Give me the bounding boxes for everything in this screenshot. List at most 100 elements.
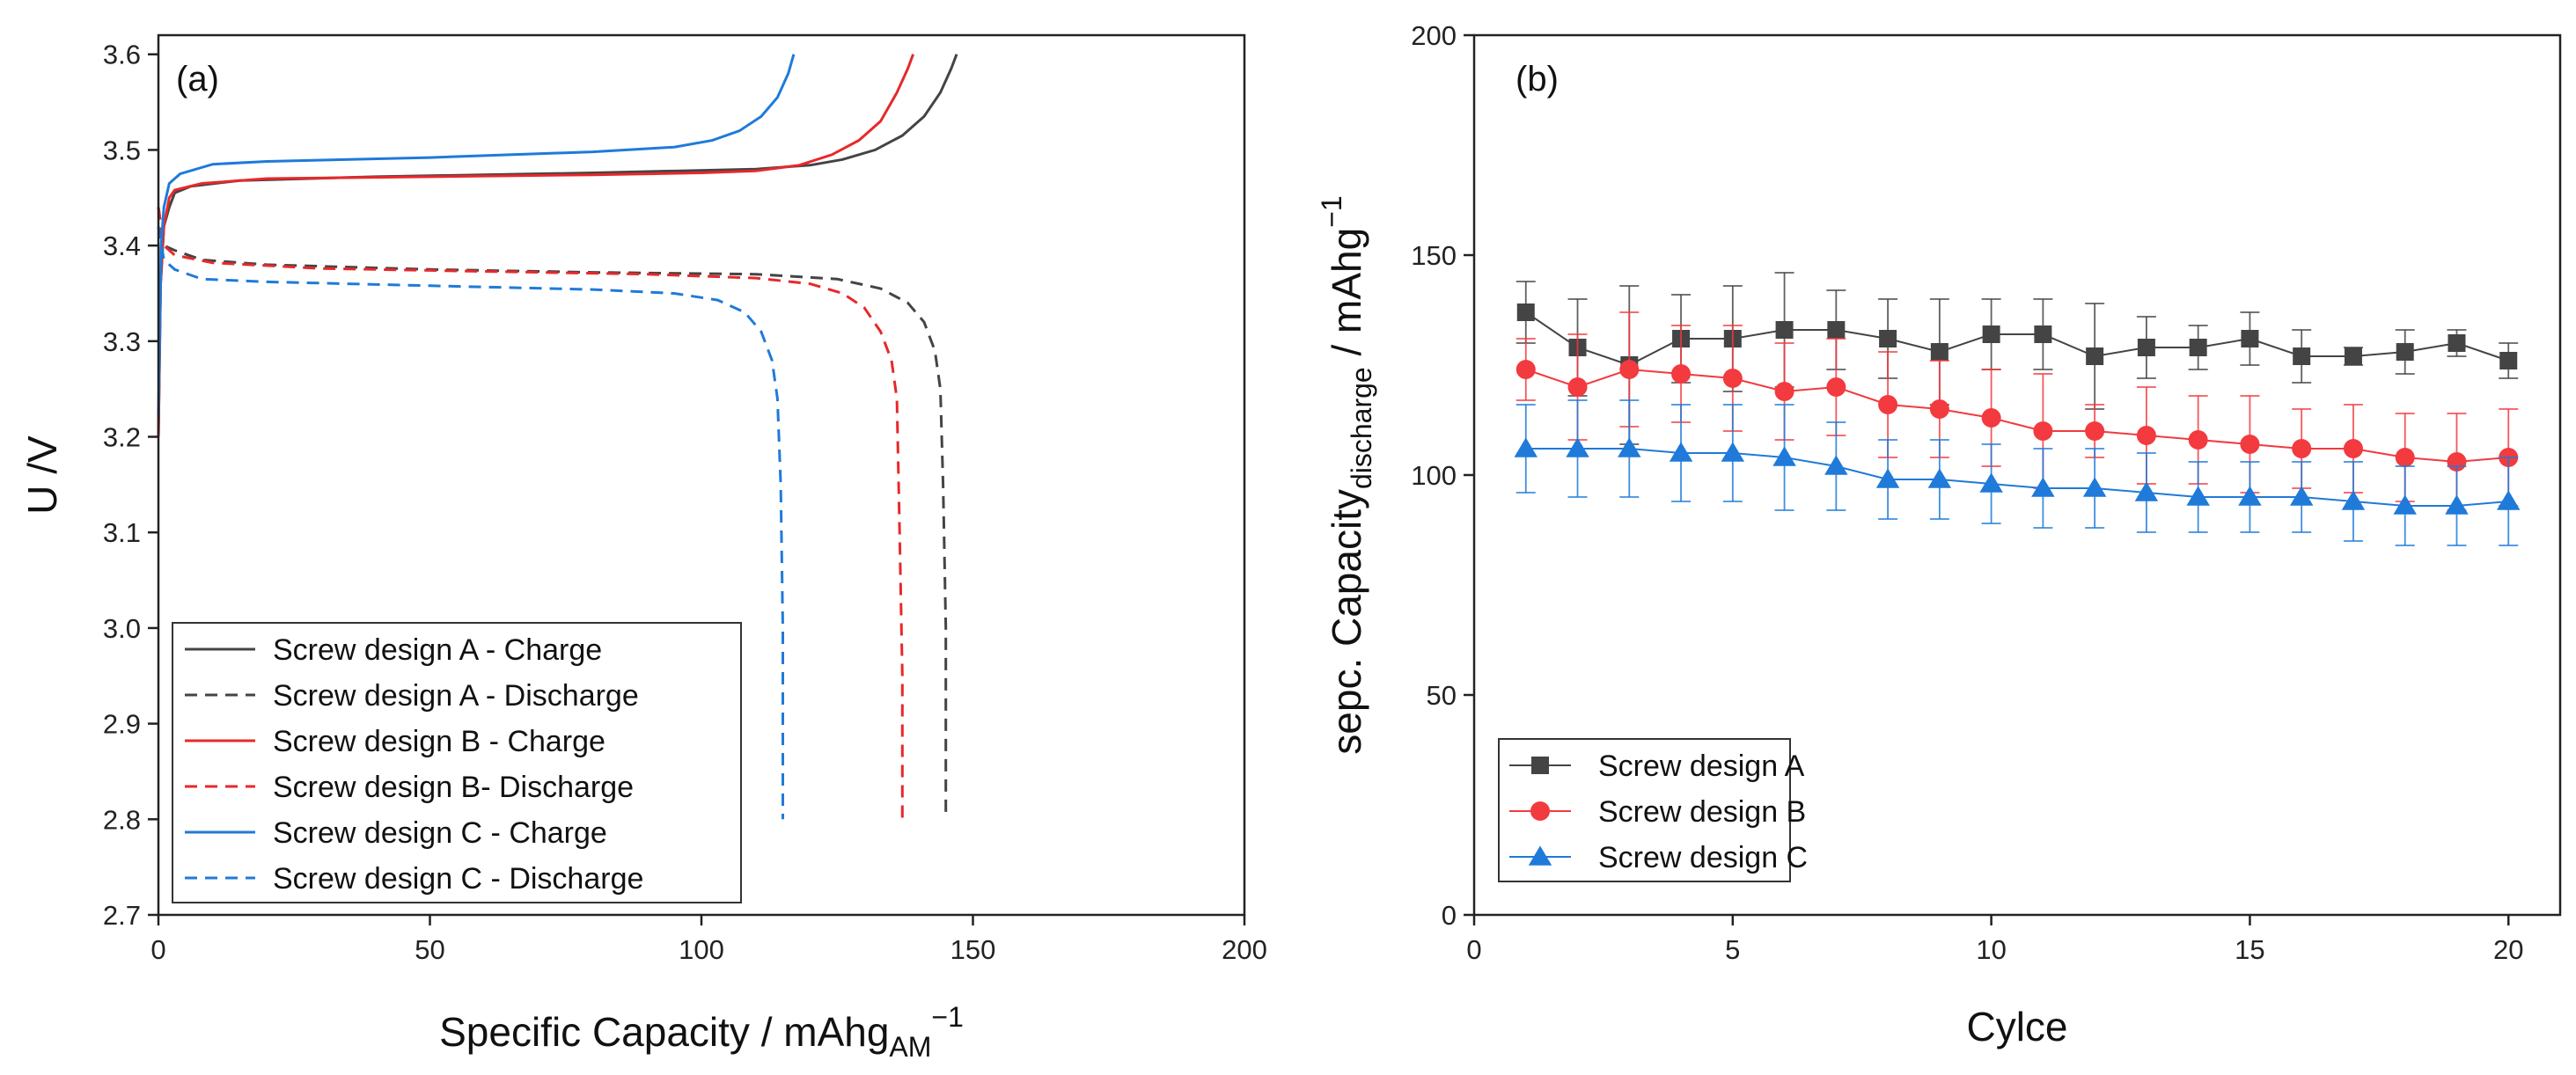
panel-a-ytick-label: 2.7	[103, 900, 141, 931]
panel-b-point	[1875, 468, 1900, 488]
panel-b-point	[2395, 448, 2415, 467]
panel-b-point	[2241, 330, 2259, 347]
panel-a: 0 50 100 150 200 2.7 2.8 2.9 3.0 3.1 3.2 3.3 3.4 3.5 3…	[19, 33, 1267, 1063]
panel-b-point	[2344, 347, 2362, 365]
panel-b-point	[2292, 439, 2312, 458]
panel-b-point	[1516, 360, 1536, 379]
panel-b-point	[2497, 490, 2521, 510]
panel-a-series-line-4	[157, 207, 904, 820]
panel-a-ytick-label: 3.6	[103, 40, 141, 70]
panel-b-point	[1981, 408, 2001, 428]
panel-b-point	[2396, 343, 2414, 361]
panel-b-label: (b)	[1516, 60, 1559, 99]
panel-b-point	[2134, 481, 2159, 501]
panel-a-ytick-label: 2.9	[103, 709, 141, 740]
panel-b-point	[2086, 347, 2104, 365]
panel-b-xtick-label: 15	[2235, 934, 2264, 965]
panel-b-point	[2289, 486, 2314, 506]
panel-b-point	[1721, 442, 1745, 462]
panel-a-legend-box	[172, 622, 742, 903]
panel-b-point	[1878, 395, 1898, 414]
panel-b-legend-swatch-marker	[1528, 845, 1552, 866]
panel-a-legend-label: Screw design C - Discharge	[273, 862, 643, 896]
panel-b-point	[1775, 321, 1794, 339]
panel-b-xtick-label: 0	[1466, 934, 1481, 965]
panel-a-legend-label: Screw design A - Charge	[273, 633, 602, 667]
panel-b-point	[2188, 430, 2208, 450]
panel-b-point	[2186, 486, 2210, 506]
panel-b-xlabel: Cylce	[1966, 1004, 2067, 1049]
panel-b-point	[2393, 494, 2417, 515]
panel-b-point	[2293, 347, 2311, 365]
panel-a-xtick-label: 200	[1222, 934, 1267, 965]
panel-a-legend-label: Screw design C - Charge	[273, 816, 607, 850]
panel-b-legend-swatch-marker	[1531, 757, 1549, 774]
panel-b-point	[1930, 343, 1949, 361]
panel-a-xtick-label: 0	[150, 934, 165, 965]
panel-b-xtick-label: 5	[1725, 934, 1740, 965]
panel-b-point	[1879, 330, 1897, 347]
panel-b-xtick-label: 20	[2493, 934, 2523, 965]
panel-a-series-line-3	[157, 54, 915, 437]
panel-a-series-line-2	[157, 207, 948, 820]
panel-a-xtick-label: 150	[950, 934, 996, 965]
panel-a-legend-label: Screw design B- Discharge	[273, 771, 634, 804]
panel-b-point	[1979, 472, 2003, 493]
panel-b-point	[2034, 325, 2052, 343]
panel-b-point	[2448, 334, 2466, 352]
panel-b-legend-label: Screw design C	[1598, 841, 1808, 874]
panel-a-ytick-label: 3.4	[103, 230, 141, 261]
panel-b-point	[1516, 303, 1535, 321]
panel-b-point	[2240, 435, 2260, 454]
panel-b-point	[1669, 442, 1693, 462]
panel-b-point	[2343, 439, 2363, 458]
panel-b-xtick-label: 10	[1976, 934, 2006, 965]
panel-a-series-line-6	[157, 226, 784, 820]
panel-b-legend-label: Screw design B	[1598, 795, 1806, 829]
panel-b-point	[2085, 421, 2105, 441]
panel-b-point	[1929, 399, 1949, 419]
panel-a-ytick-label: 3.0	[103, 613, 141, 644]
panel-b-point	[2136, 426, 2156, 445]
panel-b-point	[1982, 325, 2000, 343]
panel-b-point	[1514, 437, 1538, 457]
panel-b-ytick-label: 150	[1411, 240, 1457, 271]
panel-a-legend-label: Screw design A - Discharge	[273, 679, 639, 713]
panel-a-legend-label: Screw design B - Charge	[273, 725, 605, 758]
panel-a-ytick-label: 3.5	[103, 135, 141, 165]
panel-b-series-line-3	[1525, 448, 2509, 507]
panel-a-legend: Screw design A - Charge Screw design A - …	[172, 622, 742, 903]
panel-b-legend: Screw design A Screw design B Screw design…	[1498, 738, 1808, 882]
panel-b-legend-label: Screw design A	[1598, 750, 1805, 783]
panel-b-point	[2189, 339, 2207, 356]
panel-b-point	[1824, 455, 1848, 475]
panel-a-ytick-label: 3.3	[103, 326, 141, 357]
panel-a-series-line-1	[157, 54, 958, 437]
panel-b-point	[2341, 490, 2366, 510]
panel-a-ytick-label: 3.1	[103, 517, 141, 548]
panel-b-point	[2082, 477, 2107, 497]
panel-b-point	[2031, 477, 2055, 497]
panel-a-xtick-label: 100	[679, 934, 724, 965]
panel-b-point	[1927, 468, 1952, 488]
panel-b-point	[2137, 339, 2155, 356]
panel-b-point	[1618, 437, 1641, 457]
panel-b-point	[1619, 360, 1640, 379]
panel-b-point	[1827, 321, 1846, 339]
panel-b-ytick-label: 200	[1411, 20, 1457, 51]
panel-b-point	[1671, 364, 1692, 384]
panel-b-point	[2499, 352, 2518, 369]
panel-b-ytick-label: 0	[1442, 900, 1457, 931]
panel-b-point	[1774, 382, 1794, 401]
panel-a-xtick-label: 50	[415, 934, 444, 965]
panel-a-series-line-5	[157, 54, 796, 418]
panel-b-ytick-label: 100	[1411, 460, 1457, 491]
panel-b-point	[2445, 494, 2469, 515]
panel-a-ylabel: U /V	[19, 435, 65, 515]
panel-b-point	[1566, 437, 1589, 457]
panel-b-legend-swatch-marker	[1530, 801, 1550, 821]
panel-a-label: (a)	[176, 60, 219, 99]
